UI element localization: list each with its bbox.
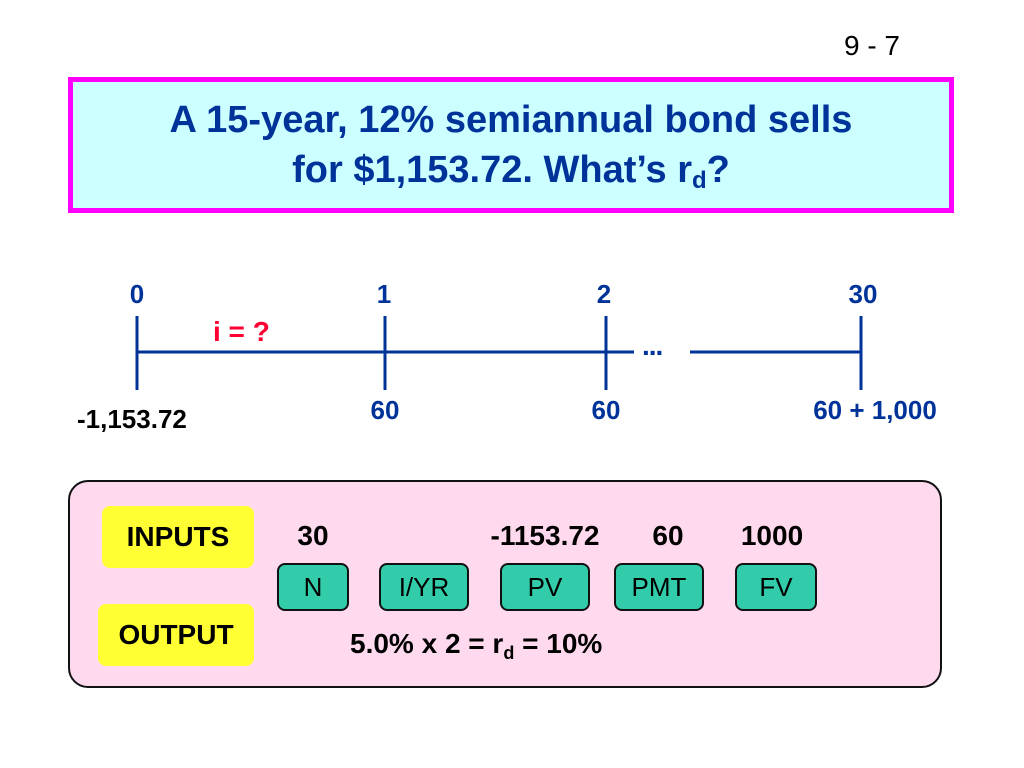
cash-flow-1: 60 (370, 395, 400, 425)
period-label-2: 2 (596, 279, 612, 309)
result-subscript: d (503, 643, 515, 663)
title-line-1: A 15-year, 12% semiannual bond sells (169, 99, 853, 141)
input-value-fv: 1000 (740, 520, 804, 551)
title-line-2-end: ? (706, 149, 730, 191)
cash-flow-0: -1,153.72 (77, 404, 187, 434)
result-line: 5.0% x 2 = rd = 10% (350, 628, 603, 663)
input-value-n: 30 (297, 520, 329, 551)
cash-flow-2: 60 (591, 395, 621, 425)
key-n-button[interactable]: N (277, 563, 349, 611)
title-box: A 15-year, 12% semiannual bond sells for… (68, 77, 954, 213)
interest-rate-label: i = ? (213, 316, 270, 347)
period-label-0: 0 (129, 279, 145, 309)
timeline-ellipsis: ... (642, 330, 663, 361)
result-text: 5.0% x 2 = r (350, 628, 504, 659)
result-value: = 10% (514, 628, 603, 659)
title-line-2-text: for $1,153.72. What’s r (292, 149, 692, 191)
key-iyr-button[interactable]: I/YR (379, 563, 469, 611)
slide-number: 9 - 7 (843, 30, 900, 61)
period-label-30: 30 (848, 279, 878, 309)
period-label-1: 1 (376, 279, 392, 309)
key-pv-button[interactable]: PV (500, 563, 590, 611)
key-pmt-button[interactable]: PMT (614, 563, 704, 611)
input-value-pmt: 60 (652, 520, 684, 551)
cash-flow-30: 60 + 1,000 (813, 395, 937, 425)
output-label: OUTPUT (98, 604, 254, 666)
key-fv-button[interactable]: FV (735, 563, 817, 611)
title-line-2: for $1,153.72. What’s rd? (292, 145, 730, 195)
title-subscript: d (691, 167, 707, 194)
input-value-pv: -1153.72 (490, 520, 600, 551)
inputs-label: INPUTS (102, 506, 254, 568)
